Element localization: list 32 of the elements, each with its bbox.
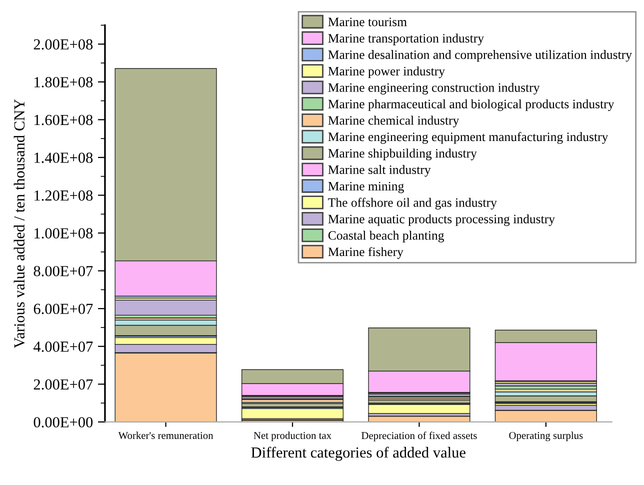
y-tick-label: 1.00E+08	[34, 228, 93, 239]
legend-label: Marine shipbuilding industry	[328, 148, 477, 160]
x-tick-label: Net production tax	[254, 432, 332, 442]
x-tick-label: Depreciation of fixed assets	[362, 432, 477, 442]
legend-label: Marine engineering equipment manufacturing industry	[328, 132, 608, 144]
legend-label: Marine mining	[328, 182, 404, 194]
x-tick-label: Operating surplus	[509, 432, 583, 442]
y-tick-label: 1.40E+08	[34, 152, 93, 163]
y-tick-label: 8.00E+07	[34, 266, 93, 276]
legend-label: Coastal beach planting	[328, 230, 444, 242]
legend-label: Marine tourism	[328, 18, 407, 26]
x-tick-label: Worker's remuneration	[118, 432, 214, 440]
y-tick-label: 1.60E+08	[34, 114, 93, 126]
y-tick-label: 6.00E+07	[34, 304, 93, 314]
y-tick-label: 2.00E+08	[34, 39, 93, 50]
legend-label: Marine desalination and comprehensive utilization industry	[328, 50, 632, 62]
legend-label: Marine fishery	[328, 247, 404, 259]
legend-label: Marine pharmaceutical and biological products industry	[328, 99, 614, 111]
y-tick-label: 1.20E+08	[34, 190, 93, 201]
y-tick-label: 4.00E+07	[34, 342, 93, 352]
y-tick-label: 1.80E+08	[34, 77, 93, 88]
legend-label: Marine transportation industry	[328, 34, 484, 46]
legend-label: Marine aquatic products processing industry	[328, 214, 555, 226]
y-tick-label: 2.00E+07	[34, 379, 93, 390]
legend-label: Marine power industry	[328, 66, 445, 78]
legend-label: Marine engineering construction industry	[328, 82, 540, 95]
legend-label: The offshore oil and gas industry	[328, 198, 497, 210]
x-axis-title: Different categories of added value	[251, 446, 466, 461]
y-axis-title: Various value added / ten thousand CNY	[14, 99, 25, 348]
legend-label: Marine chemical industry	[328, 116, 460, 128]
y-tick-label: 0.00E+00	[34, 417, 93, 428]
legend-label: Marine salt industry	[328, 165, 431, 177]
